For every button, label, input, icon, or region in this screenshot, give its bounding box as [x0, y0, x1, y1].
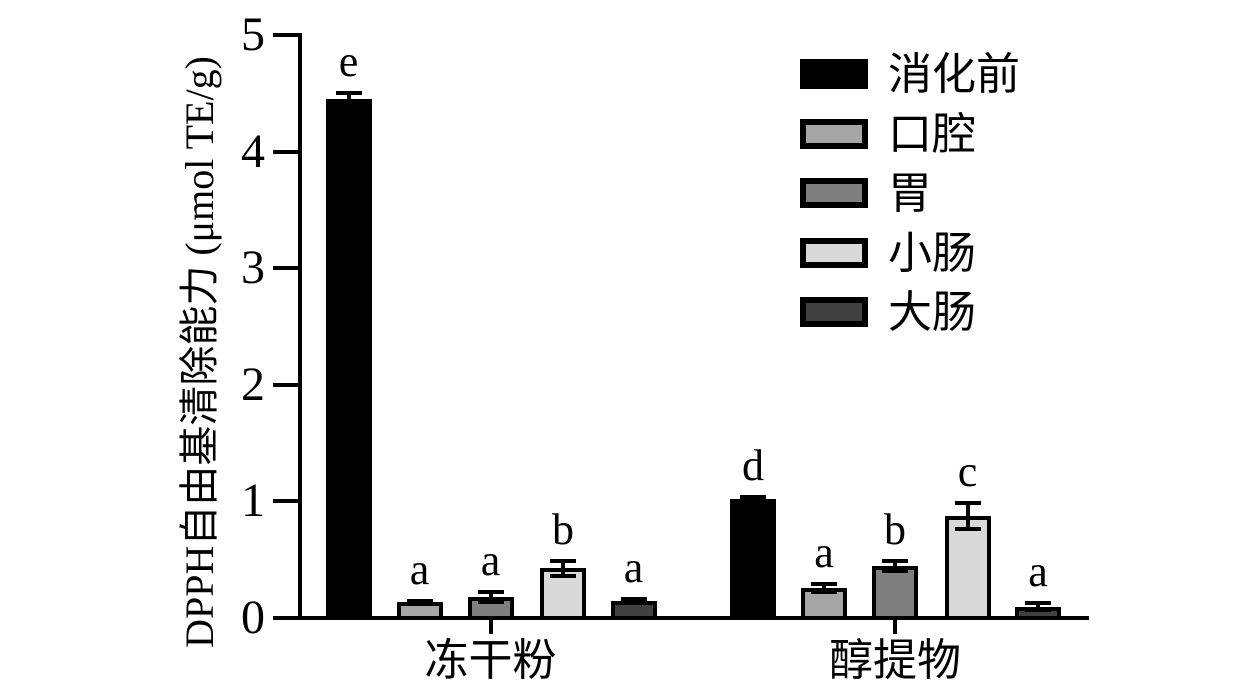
error-bar-line: [822, 582, 826, 594]
significance-letter: b: [884, 504, 906, 554]
y-tick-label: 4: [241, 124, 265, 178]
error-bar-cap-bottom: [882, 568, 908, 573]
x-category-tick: [893, 620, 897, 634]
x-category-label: 醇提物: [829, 636, 961, 685]
error-bar-line: [965, 500, 970, 531]
y-axis-tick: [273, 499, 298, 504]
legend-label: 小肠: [888, 228, 976, 278]
y-tick-label: 0: [241, 591, 265, 644]
legend-label: 胃: [888, 169, 932, 218]
legend-swatch: [800, 59, 868, 89]
significance-letter: a: [480, 536, 501, 586]
bar: [872, 566, 918, 620]
significance-letter: a: [623, 543, 644, 593]
x-axis-line: [298, 616, 1089, 620]
error-bar-cap-bottom: [954, 526, 981, 531]
significance-letter: a: [1028, 546, 1048, 596]
error-bar-cap-top: [882, 558, 908, 563]
y-axis-tick: [273, 33, 298, 37]
y-axis-title: DPPH自由基清除能力 (μmol TE/g): [177, 56, 222, 648]
y-tick-label: 1: [241, 474, 265, 528]
error-bar-cap-top: [740, 494, 766, 499]
y-axis-tick: [273, 266, 298, 271]
legend-swatch: [800, 237, 868, 268]
error-bar-cap-top: [1025, 600, 1051, 605]
bar: [944, 516, 991, 620]
error-bar-line: [893, 558, 897, 573]
significance-letter: a: [814, 528, 834, 578]
error-bar-line: [751, 494, 755, 505]
error-bar-cap-top: [811, 582, 837, 587]
significance-letter: d: [742, 440, 764, 490]
error-bar-cap-bottom: [477, 600, 504, 605]
significance-letter: a: [409, 544, 430, 594]
y-tick-label: 3: [241, 241, 265, 295]
bar: [325, 99, 372, 620]
legend-swatch: [800, 297, 868, 327]
error-bar-cap-bottom: [620, 600, 647, 605]
error-bar-cap-top: [620, 597, 647, 602]
y-axis-tick: [273, 616, 298, 620]
y-axis-tick: [273, 149, 298, 154]
legend-label: 消化前: [888, 50, 1020, 99]
error-bar-cap-bottom: [740, 500, 766, 505]
x-category-label: 冻干粉: [424, 636, 557, 685]
significance-letter: b: [552, 504, 574, 554]
error-bar-line: [488, 590, 493, 605]
error-bar-cap-top: [335, 91, 362, 96]
error-bar-line: [1036, 600, 1040, 612]
error-bar-line: [346, 91, 351, 108]
legend-label: 大肠: [888, 288, 976, 337]
error-bar-cap-top: [954, 500, 981, 505]
error-bar-cap-bottom: [1025, 608, 1051, 612]
bar: [730, 499, 776, 620]
legend-label: 口腔: [888, 109, 976, 159]
x-category-tick: [488, 620, 493, 634]
significance-letter: e: [338, 37, 359, 87]
significance-letter: c: [957, 446, 978, 496]
legend-swatch: [800, 178, 868, 208]
error-bar-cap-bottom: [550, 573, 576, 578]
legend-swatch: [800, 118, 868, 149]
error-bar-cap-top: [550, 558, 576, 563]
error-bar-line: [561, 558, 565, 578]
error-bar-cap-top: [406, 598, 433, 603]
error-bar-cap-bottom: [335, 103, 362, 108]
y-axis-line: [298, 33, 302, 620]
error-bar-cap-bottom: [811, 589, 837, 594]
error-bar-cap-top: [477, 590, 504, 595]
error-bar-cap-bottom: [406, 601, 433, 606]
y-axis-tick: [273, 382, 298, 387]
y-tick-label: 5: [241, 8, 265, 61]
y-tick-label: 2: [241, 357, 265, 411]
